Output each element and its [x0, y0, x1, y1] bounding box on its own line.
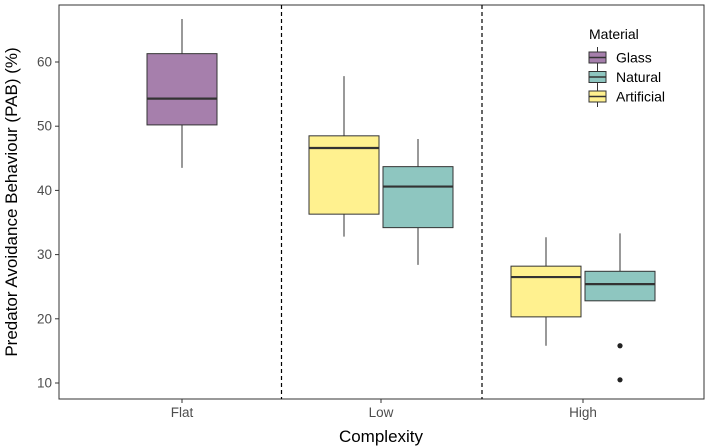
outlier-high-natural-2 [617, 377, 623, 383]
box-series [146, 18, 656, 383]
y-tick-label-50: 50 [37, 119, 52, 134]
y-tick-label-40: 40 [37, 183, 52, 198]
x-tick-label-flat: Flat [171, 405, 194, 420]
box-body-flat-glass [146, 53, 218, 126]
legend-title: Material [589, 26, 639, 42]
outlier-high-natural-1 [617, 343, 623, 349]
y-axis: 10 20 30 40 50 60 [37, 55, 59, 391]
x-axis-title: Complexity [339, 427, 424, 446]
box-high-artificial [510, 237, 582, 346]
box-flat-glass [146, 18, 218, 168]
legend-key-artificial [588, 86, 607, 107]
box-low-natural [382, 139, 454, 265]
x-tick-label-high: High [569, 405, 597, 420]
legend-label-glass: Glass [616, 50, 652, 66]
box-low-artificial [308, 76, 380, 237]
box-body-high-artificial [510, 265, 582, 318]
legend: Material Glass Natural Artificial [588, 26, 665, 107]
box-body-low-natural [382, 166, 454, 229]
y-tick-label-10: 10 [37, 376, 52, 391]
x-tick-label-low: Low [369, 405, 394, 420]
x-axis: Flat Low High [171, 399, 597, 420]
legend-label-artificial: Artificial [616, 89, 665, 105]
y-tick-label-60: 60 [37, 55, 52, 70]
box-high-natural [584, 233, 656, 383]
y-tick-label-30: 30 [37, 247, 52, 262]
legend-key-natural [588, 66, 607, 88]
y-tick-label-20: 20 [37, 311, 52, 326]
category-separators [280, 5, 483, 399]
legend-label-natural: Natural [616, 69, 661, 85]
legend-key-glass [588, 47, 607, 68]
box-body-high-natural [584, 270, 656, 302]
y-axis-title: Predator Avoidance Behaviour (PAB) (%) [2, 47, 21, 356]
